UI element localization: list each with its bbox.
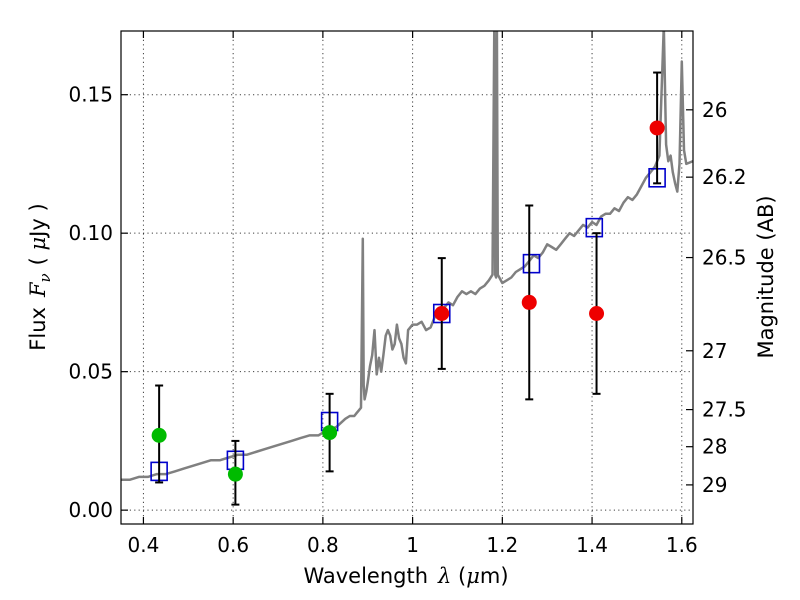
y-axis-label: Flux Fν ( μJy ) [26,203,54,350]
y-axis-label-unit-rest: Jy ) [26,203,50,239]
y-axis-label-main: Flux [26,307,50,351]
y-tick-label: 0.00 [68,498,113,522]
observed-nir-point [434,306,450,322]
x-tick-label: 0.4 [128,533,160,557]
magnitude-tick-label: 26.2 [702,165,747,189]
magnitude-tick-label: 29 [702,473,727,497]
x-tick-label: 1 [406,533,419,557]
plot-area [121,31,693,524]
x-axis-label-main: Wavelength [303,564,428,588]
y-axis-label-unit-open: ( [26,250,50,265]
observed-optical-point [322,425,338,441]
x-tick-label: 1.6 [666,533,698,557]
x-axis-label-symbol: λ [437,564,451,588]
x-axis-label: Wavelength λ (μm) [303,564,508,588]
data-layer [121,31,693,506]
observed-nir-point [589,306,605,322]
y-axis-label-symbol: F [26,281,50,298]
magnitude-tick-label: 26.5 [702,246,747,270]
x-axis-label-unit-open: ( [451,564,466,588]
model-photometry-square [522,253,541,274]
x-tick-label: 1.4 [576,533,608,557]
template-spectrum-line [121,31,693,481]
y-axis-label-unit-mu: μ [26,237,50,251]
y-tick-label: 0.15 [68,83,113,107]
magnitude-tick-label: 27 [702,339,727,363]
observed-nir-point [649,120,665,136]
grid-lines [121,31,693,524]
x-tick-label: 0.6 [217,533,249,557]
observed-optical-point [151,427,167,443]
model-photometry-square [585,217,604,238]
magnitude-tick-label: 27.5 [702,398,747,422]
observed-optical-point [227,466,243,482]
magnitude-axis-label: Magnitude (AB) [754,195,778,358]
x-axis-label-unit-mu: μ [466,564,480,588]
x-tick-label: 1.2 [486,533,518,557]
magnitude-tick-label: 28 [702,435,727,459]
y-axis-label-subscript: ν [36,273,54,282]
axis-ticks: 0.4 0.6 0.8 1 1.2 1.4 1.6 0.00 0.05 0.10 0.15 26 26.… [68,31,747,557]
y-tick-label: 0.10 [68,221,113,245]
x-axis-label-unit-rest: m) [480,564,509,588]
plot-frame [120,30,694,525]
y-tick-label: 0.05 [68,360,113,384]
x-tick-label: 0.8 [307,533,339,557]
magnitude-tick-label: 26 [702,98,727,122]
observed-nir-point [521,294,537,310]
